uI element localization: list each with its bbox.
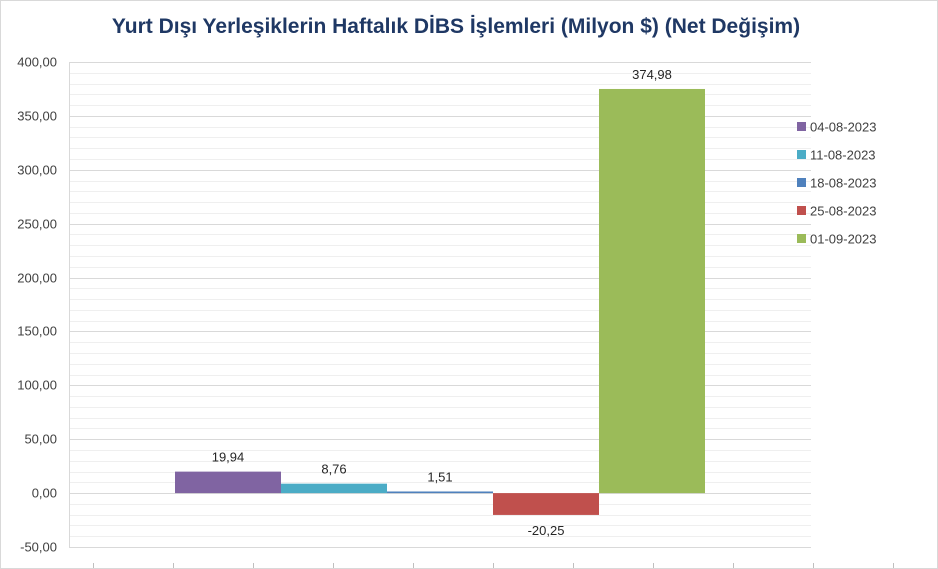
- legend-entry: 25-08-2023: [810, 204, 877, 219]
- y-tick-label: 0,00: [32, 486, 57, 501]
- bar: [599, 88, 705, 494]
- data-label: 19,94: [212, 450, 245, 465]
- y-tick-label: -50,00: [20, 540, 57, 555]
- data-label: 8,76: [321, 462, 346, 477]
- legend-swatch: [797, 122, 806, 131]
- data-label: 1,51: [427, 469, 452, 484]
- data-label: -20,25: [528, 523, 565, 538]
- y-tick-label: 250,00: [17, 217, 57, 232]
- y-tick-label: 50,00: [24, 432, 57, 447]
- legend-entry: 04-08-2023: [810, 120, 877, 135]
- legend-swatch: [797, 206, 806, 215]
- bar: [493, 493, 599, 515]
- y-tick-label: 400,00: [17, 55, 57, 70]
- legend-swatch: [797, 150, 806, 159]
- legend-swatch: [797, 178, 806, 187]
- chart-title: Yurt Dışı Yerleşiklerin Haftalık DİBS İş…: [111, 15, 801, 38]
- legend-entry: 01-09-2023: [810, 232, 877, 247]
- bar: [281, 483, 387, 494]
- bar: [175, 471, 281, 494]
- bar: [387, 491, 493, 494]
- y-tick-label: 150,00: [17, 324, 57, 339]
- y-tick-label: 350,00: [17, 109, 57, 124]
- legend-swatch: [797, 234, 806, 243]
- data-label: 374,98: [632, 67, 672, 82]
- y-tick-label: 100,00: [17, 378, 57, 393]
- legend-entry: 18-08-2023: [810, 176, 877, 191]
- legend-entry: 11-08-2023: [810, 148, 876, 163]
- y-tick-label: 200,00: [17, 271, 57, 286]
- y-tick-label: 300,00: [17, 163, 57, 178]
